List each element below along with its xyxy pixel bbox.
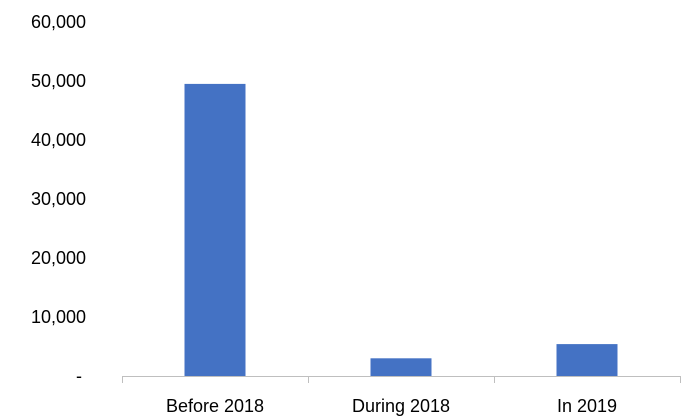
y-tick-label: -: [76, 366, 82, 386]
y-tick-label: 30,000: [31, 189, 86, 209]
y-tick-label: 40,000: [31, 130, 86, 150]
y-tick-label: 20,000: [31, 248, 86, 268]
x-tick-label: Before 2018: [166, 396, 264, 416]
y-tick-label: 50,000: [31, 71, 86, 91]
y-axis-tick-labels: - 10,000 20,000 30,000 40,000 50,000 60,000: [31, 12, 86, 386]
bar: [370, 358, 432, 376]
x-tick-label: In 2019: [557, 396, 617, 416]
bars: [184, 83, 618, 377]
x-axis-tick-labels: Before 2018 During 2018 In 2019: [166, 396, 617, 416]
x-axis: [122, 376, 681, 383]
bar: [556, 344, 618, 376]
y-tick-label: 10,000: [31, 307, 86, 327]
y-tick-label: 60,000: [31, 12, 86, 32]
bar: [184, 83, 246, 377]
x-tick-label: During 2018: [352, 396, 450, 416]
